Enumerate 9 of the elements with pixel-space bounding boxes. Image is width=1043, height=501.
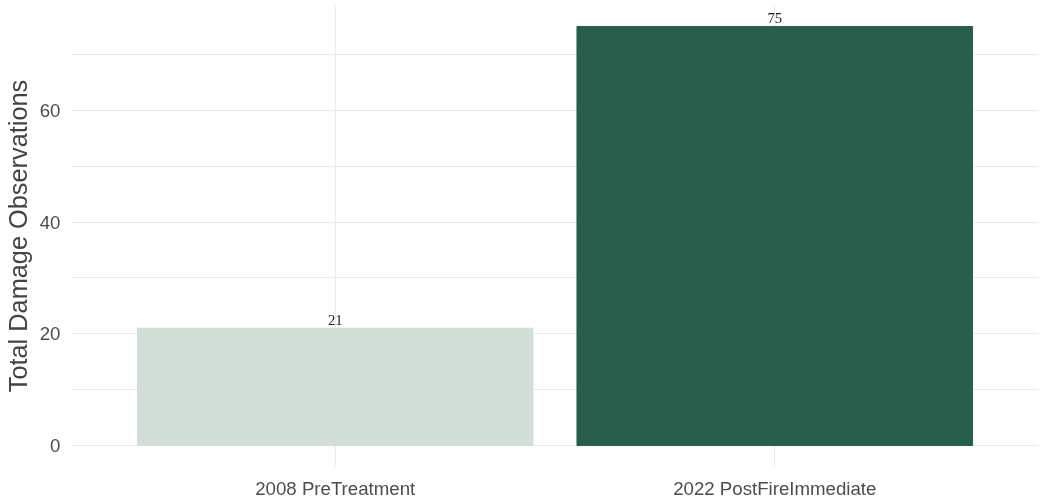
x-tick-label: 2008 PreTreatment [255, 477, 417, 499]
y-tick-label: 20 [39, 323, 61, 345]
y-tick-label: 40 [39, 211, 61, 233]
x-tick-label: 2022 PostFireImmediate [673, 477, 877, 499]
data-label: 75 [767, 10, 783, 27]
y-tick-label: 0 [50, 435, 61, 457]
data-label: 21 [327, 312, 343, 329]
y-axis-title: Total Damage Observations [3, 79, 32, 393]
y-tick-label: 60 [39, 99, 61, 121]
